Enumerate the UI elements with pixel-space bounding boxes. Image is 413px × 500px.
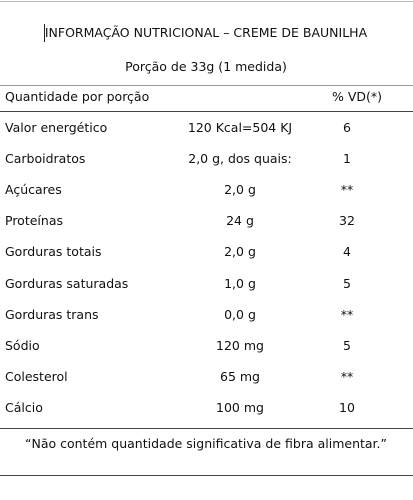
nutrient: Gorduras totais <box>5 244 102 260</box>
daily-value: 5 <box>343 275 351 291</box>
nutrient: Colesterol <box>5 368 68 384</box>
daily-value: 32 <box>339 213 355 229</box>
daily-value: 5 <box>343 337 351 353</box>
amount: 2,0 g, dos quais: <box>188 151 292 167</box>
daily-value: 10 <box>339 399 355 415</box>
daily-value: 1 <box>343 151 351 167</box>
rule <box>0 1 413 2</box>
amount: 100 mg <box>216 399 264 415</box>
nutrient: Sódio <box>5 337 40 353</box>
amount: 65 mg <box>220 368 260 384</box>
nutrient: Carboidratos <box>5 151 86 167</box>
daily-value: ** <box>340 306 354 322</box>
nutrient: Açúcares <box>5 182 62 198</box>
column-header: Quantidade por porção <box>5 89 150 104</box>
rule <box>0 428 413 429</box>
daily-value: 4 <box>343 244 351 260</box>
column-header: % VD(*) <box>331 89 383 104</box>
cursor <box>44 24 45 42</box>
amount: 120 Kcal=504 KJ <box>187 120 293 135</box>
amount: 1,0 g <box>224 275 256 291</box>
rule <box>0 85 413 86</box>
portion: Porção de 33g (1 medida) <box>125 59 287 74</box>
nutrient: Gorduras trans <box>5 306 99 322</box>
nutrient: Gorduras saturadas <box>5 275 129 291</box>
nutrient: Cálcio <box>5 399 43 415</box>
nutrient: Valor energético <box>5 120 108 135</box>
amount: 24 g <box>226 213 254 229</box>
amount: 0,0 g <box>224 306 256 322</box>
amount: 2,0 g <box>224 182 256 198</box>
title: INFORMAÇÃO NUTRICIONAL – CREME DE BAUNIL… <box>44 25 368 40</box>
daily-value: ** <box>340 182 354 198</box>
daily-value: ** <box>340 368 354 384</box>
footnote: “Não contém quantidade significativa de … <box>25 436 387 451</box>
daily-value: 6 <box>343 120 351 135</box>
amount: 2,0 g <box>224 244 256 260</box>
rule <box>0 111 413 112</box>
nutrient: Proteínas <box>5 213 63 229</box>
rule <box>0 475 413 476</box>
amount: 120 mg <box>216 337 264 353</box>
